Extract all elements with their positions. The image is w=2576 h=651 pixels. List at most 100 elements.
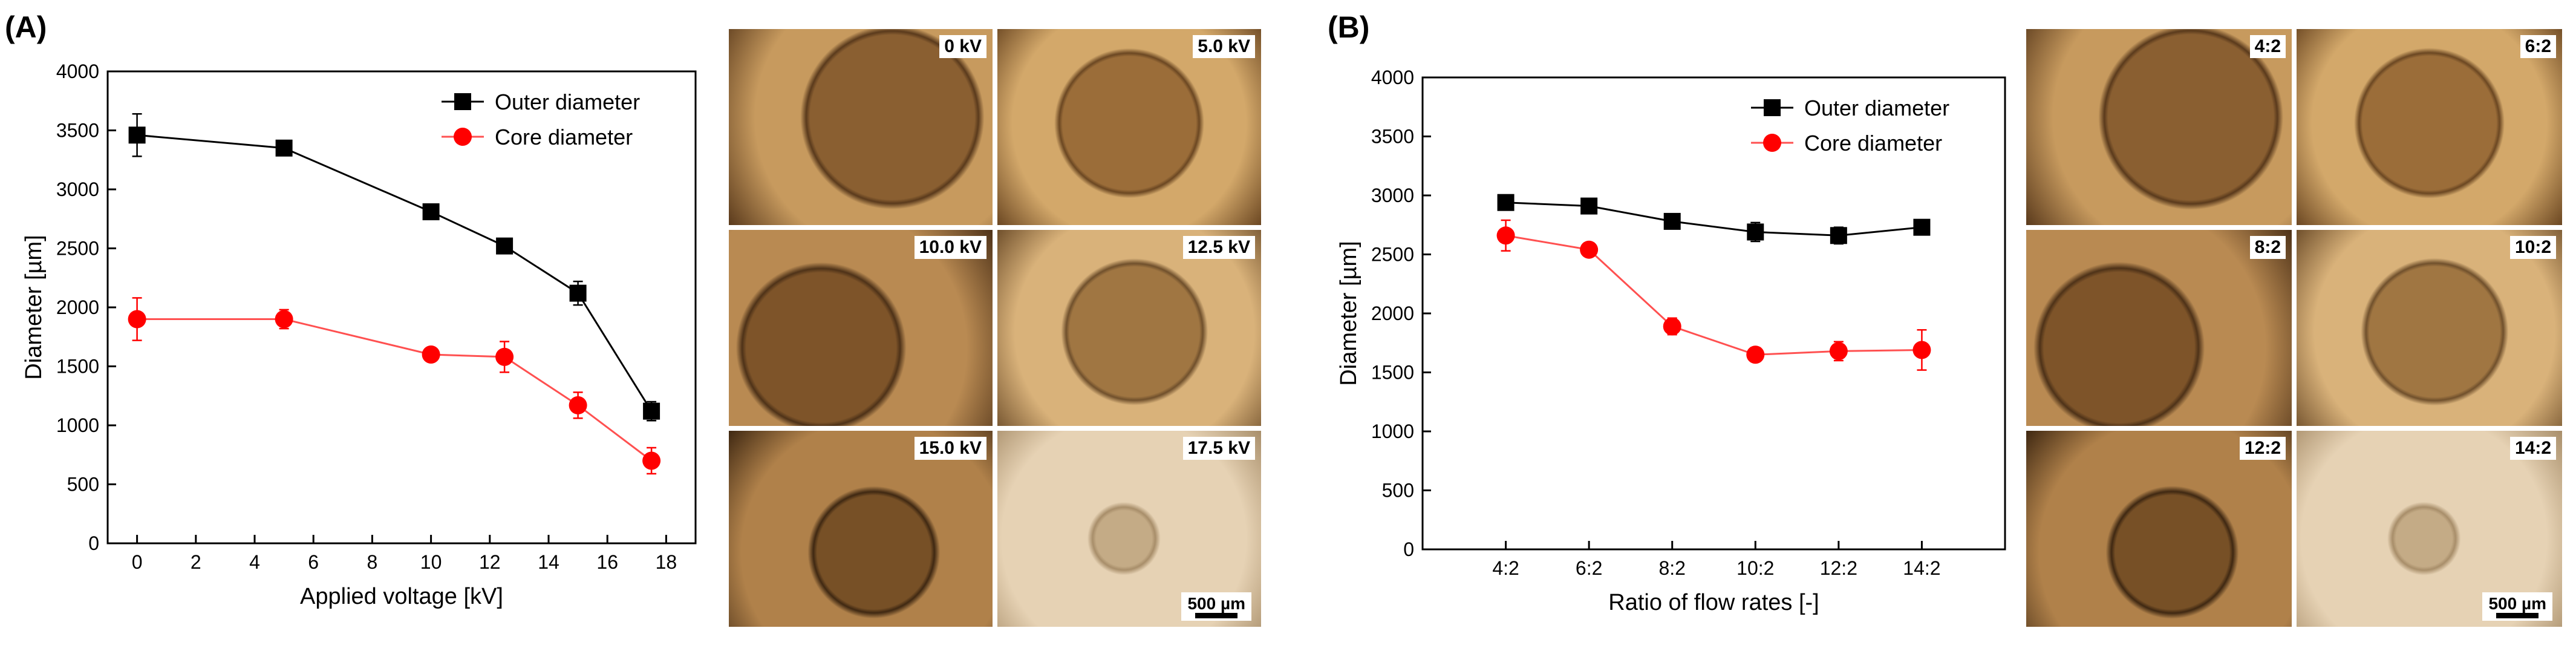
micrograph-b-4: 10:2 [2297, 230, 2562, 426]
micrograph-a-5: 15.0 kV [729, 431, 993, 627]
series-line [1505, 201, 1922, 237]
legend-label: Core diameter [1804, 131, 1942, 155]
y-tick-label: 3000 [1371, 185, 1414, 206]
micrograph-label: 6:2 [2520, 35, 2556, 58]
micrograph-grid-b: 4:2 6:2 8:2 10:2 12:2 14:2 500 µm [2026, 29, 2562, 632]
micrograph-b-1: 4:2 [2026, 29, 2292, 225]
micrograph-a-1: 0 kV [729, 29, 993, 225]
panel-a-label: (A) [5, 10, 47, 44]
micrograph-grid-a: 0 kV 5.0 kV 10.0 kV 12.5 kV 15.0 kV 17.5 kV 50… [729, 29, 1263, 632]
x-axis-label: Ratio of flow rates [-] [1608, 590, 1819, 615]
chart-b: 0 500 1000 1500 2000 2500 3000 3500 4000 4:2 6:2 8:… [1336, 67, 2006, 615]
data-point [569, 396, 587, 414]
data-point [1496, 226, 1515, 245]
legend-entry: Core diameter [442, 125, 633, 149]
x-tick-label: 12:2 [1820, 557, 1857, 579]
x-tick-label: 0 [132, 551, 143, 573]
data-point [275, 310, 293, 329]
x-tick-label: 14 [538, 551, 559, 573]
data-point [1663, 212, 1681, 230]
y-tick-label: 0 [88, 532, 99, 554]
x-tick-label: 10:2 [1736, 557, 1774, 579]
data-point [642, 451, 661, 470]
y-tick-label: 4000 [56, 61, 99, 82]
y-tick-label: 1500 [1371, 362, 1414, 384]
micrograph-label: 12:2 [2239, 437, 2286, 460]
legend-marker [1763, 134, 1781, 152]
y-tick-label: 1000 [56, 414, 99, 436]
data-point [1829, 342, 1848, 361]
x-tick-label: 2 [191, 551, 201, 573]
data-point [1497, 194, 1515, 211]
micrograph-label: 15.0 kV [914, 437, 986, 460]
micrograph-a-3: 10.0 kV [729, 230, 993, 426]
legend-entry: Outer diameter [1751, 96, 1949, 120]
micrograph-b-3: 8:2 [2026, 230, 2292, 426]
data-point [1830, 227, 1847, 244]
data-point [1747, 223, 1764, 241]
data-point [569, 284, 587, 302]
legend-entry: Core diameter [1751, 131, 1942, 155]
scale-bar-line [2496, 613, 2539, 618]
scale-bar-line [1195, 613, 1238, 618]
micrograph-a-2: 5.0 kV [997, 29, 1261, 225]
legend-label: Outer diameter [495, 90, 640, 114]
series-core-diameter [1496, 219, 1931, 371]
x-tick-label: 8 [367, 551, 378, 573]
y-tick-label: 2000 [56, 296, 99, 318]
micrograph-b-5: 12:2 [2026, 431, 2292, 627]
x-tick-label: 4 [249, 551, 260, 573]
y-tick-label: 2500 [1371, 244, 1414, 266]
y-tick-label: 2500 [56, 238, 99, 260]
micrograph-label: 14:2 [2509, 437, 2556, 460]
y-tick-label: 500 [1382, 480, 1414, 502]
x-axis-label: Applied voltage [kV] [300, 584, 503, 609]
y-tick-label: 3500 [1371, 126, 1414, 148]
micrograph-a-6: 17.5 kV 500 µm [997, 431, 1261, 627]
series-line [1505, 234, 1922, 356]
series-outer-diameter [1497, 194, 1931, 245]
series-outer-diameter [128, 113, 660, 422]
data-point [1663, 317, 1681, 336]
x-tick-label: 4:2 [1492, 557, 1519, 579]
data-point [643, 402, 660, 420]
data-point [422, 345, 440, 364]
data-point [1580, 240, 1599, 259]
legend-marker [454, 93, 471, 110]
data-point [1913, 218, 1931, 236]
data-point [128, 126, 146, 144]
data-point [1912, 341, 1931, 359]
x-tick-label: 16 [596, 551, 618, 573]
chart-a: 0 500 1000 1500 2000 2500 3000 3500 4000 0 2 4 6 8 10 1… [21, 61, 697, 609]
micrograph-a-4: 12.5 kV [997, 230, 1261, 426]
x-tick-label: 6:2 [1576, 557, 1602, 579]
micrograph-label: 10:2 [2509, 236, 2556, 259]
micrograph-label: 5.0 kV [1193, 35, 1255, 58]
scale-bar: 500 µm [1181, 592, 1251, 621]
panel-b-label: (B) [1328, 10, 1370, 44]
data-point [1746, 345, 1765, 364]
micrograph-b-6: 14:2 500 µm [2297, 431, 2562, 627]
data-point [1580, 197, 1598, 215]
micrograph-label: 10.0 kV [914, 236, 986, 259]
y-tick-label: 0 [1403, 538, 1414, 560]
y-axis-label: Diameter [µm] [1336, 241, 1361, 385]
legend-label: Core diameter [495, 125, 633, 149]
y-tick-label: 3000 [56, 178, 99, 200]
series-line [137, 318, 653, 462]
micrograph-label: 4:2 [2249, 35, 2286, 58]
micrograph-label: 17.5 kV [1182, 437, 1255, 460]
x-tick-label: 18 [656, 551, 677, 573]
y-tick-label: 1000 [1371, 420, 1414, 442]
legend-entry: Outer diameter [442, 90, 640, 114]
series-line [137, 134, 653, 412]
data-point [128, 310, 146, 329]
micrograph-label: 12.5 kV [1182, 236, 1255, 259]
y-axis-label: Diameter [µm] [21, 235, 47, 379]
x-tick-label: 14:2 [1903, 557, 1940, 579]
legend-marker [454, 128, 472, 146]
y-tick-label: 3500 [56, 120, 99, 142]
x-tick-label: 6 [308, 551, 319, 573]
legend-marker [1764, 99, 1781, 116]
y-tick-label: 2000 [1371, 303, 1414, 324]
